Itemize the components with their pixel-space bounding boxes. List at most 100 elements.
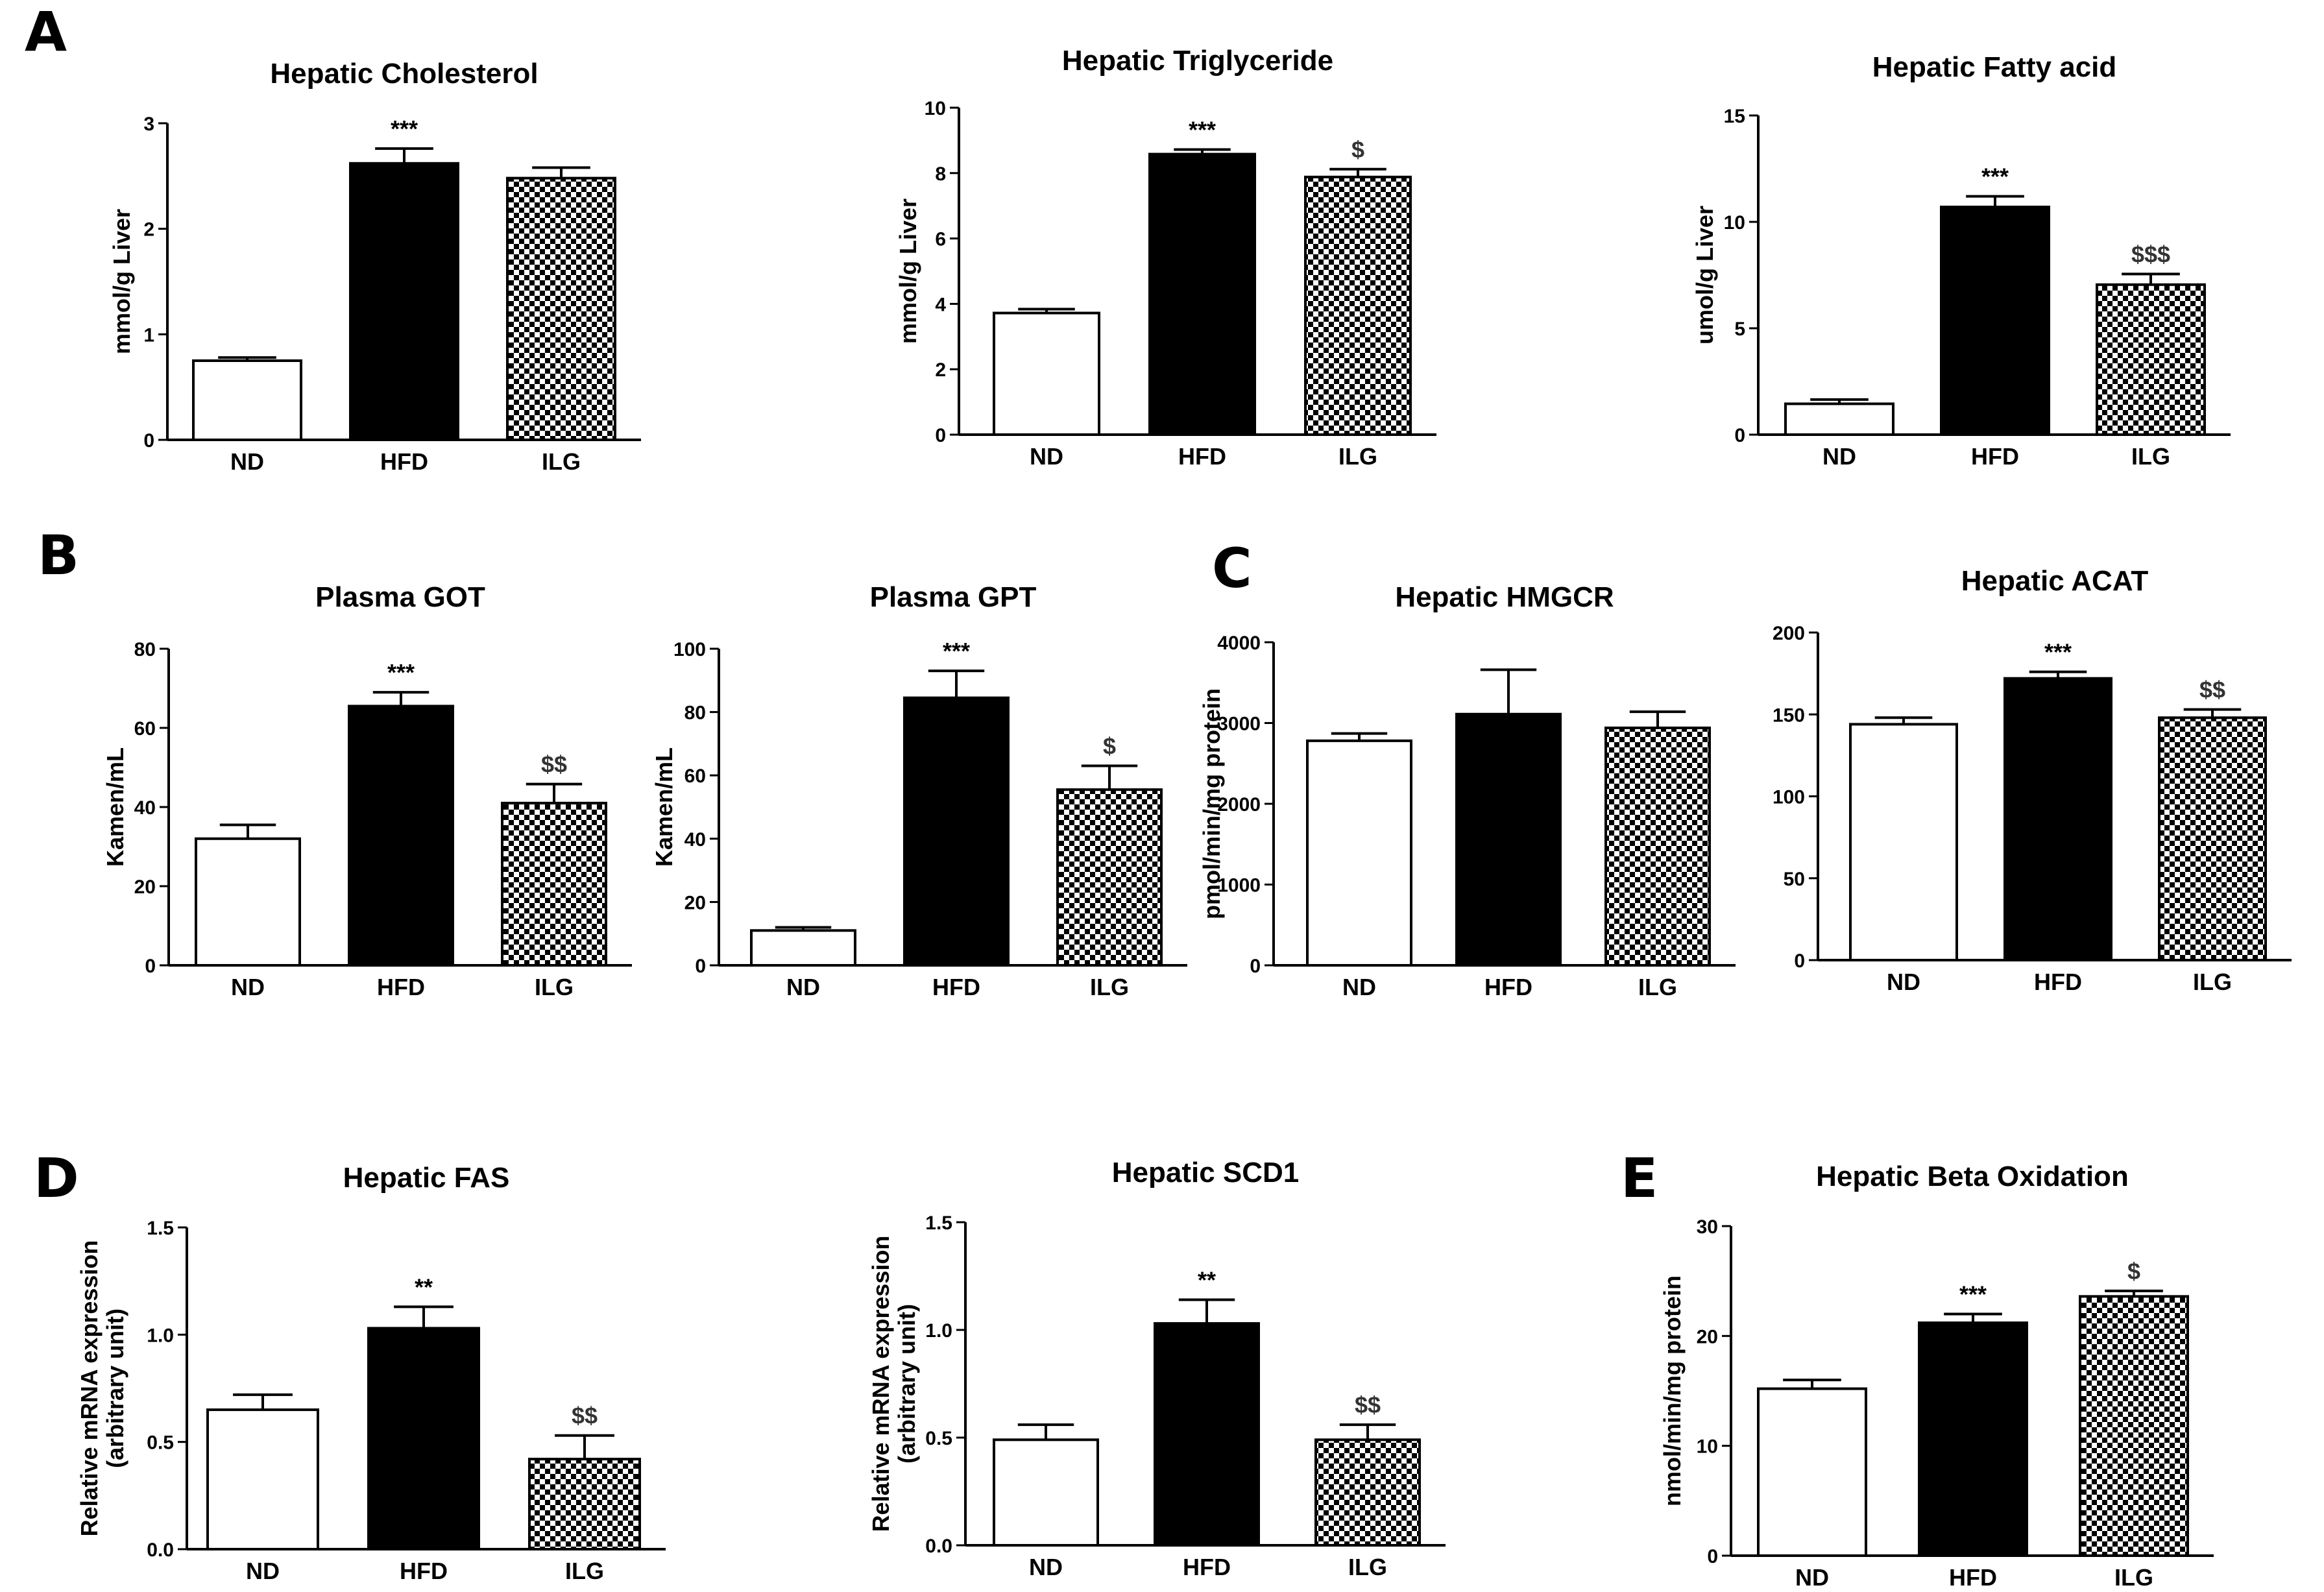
bar-hfd (348, 705, 454, 967)
y-tick-label: 100 (1773, 787, 1805, 808)
category-label-ilg: ILG (1338, 443, 1377, 470)
y-tick-label: 2 (143, 219, 154, 241)
category-label-nd: ND (1795, 1564, 1829, 1591)
y-axis-label: Kamen/mL (651, 747, 677, 867)
category-label-ilg: ILG (1090, 974, 1129, 1000)
y-tick-label: 60 (684, 766, 706, 787)
category-label-nd: ND (1029, 1554, 1063, 1580)
bar-hfd (349, 162, 459, 442)
significance-mark-ilg: $ (2127, 1258, 2140, 1284)
y-tick-label: 2000 (1217, 794, 1261, 815)
y-tick-label: 100 (673, 639, 706, 660)
significance-mark-hfd: ** (415, 1273, 433, 1300)
y-tick-label: 50 (1784, 869, 1805, 890)
y-tick-label: 3000 (1217, 714, 1261, 735)
y-tick-label: 40 (684, 829, 706, 850)
chart-title: Hepatic Fatty acid (1872, 51, 2117, 83)
panel-letter-e: E (1621, 1146, 1658, 1210)
bar-hfd (367, 1327, 480, 1550)
category-label-nd: ND (1030, 443, 1063, 470)
significance-mark-ilg: $$$ (2131, 241, 2170, 267)
bar-hfd (1154, 1322, 1260, 1547)
category-label-hfd: HFD (1178, 443, 1226, 470)
significance-mark-hfd: *** (1189, 117, 1216, 143)
bar-ilg (1056, 788, 1163, 967)
category-label-nd: ND (1822, 443, 1856, 470)
y-axis-label: mmol/g Liver (108, 209, 135, 354)
bar-hfd (903, 696, 1010, 967)
category-label-nd: ND (231, 974, 265, 1000)
y-tick-label: 0 (145, 956, 156, 977)
bar-nd (195, 837, 301, 967)
significance-mark-ilg: $ (1103, 733, 1116, 760)
bar-ilg (501, 801, 607, 967)
y-tick-label: 1.0 (925, 1320, 952, 1342)
y-tick-label: 10 (1697, 1436, 1718, 1458)
chart-title: Hepatic Cholesterol (270, 58, 538, 90)
y-tick-label: 1000 (1217, 875, 1261, 897)
bar-hfd (1455, 712, 1562, 967)
y-tick-label: 1.0 (147, 1325, 174, 1346)
category-label-hfd: HFD (1949, 1564, 1997, 1591)
bar-ilg (2158, 716, 2267, 962)
chart-2: Hepatic Triglyceride 0 2 4 6 8 10 mmol/g Liver N… (895, 45, 1436, 470)
category-label-ilg: ILG (2193, 969, 2232, 995)
category-label-ilg: ILG (1638, 974, 1677, 1000)
y-axis-label-line: Relative mRNA expression (867, 1236, 894, 1532)
y-tick-label: 2 (935, 359, 946, 381)
category-label-nd: ND (1887, 969, 1920, 995)
significance-mark-hfd: ** (1198, 1267, 1216, 1294)
y-tick-label: 200 (1773, 623, 1805, 644)
panel-letter-c: C (1212, 537, 1252, 600)
chart-3: Hepatic Fatty acid 0 5 10 15 umol/g Liver ND HF… (1691, 51, 2231, 470)
panel-letter-b: B (38, 524, 79, 587)
y-axis-label: Kamen/mL (102, 747, 128, 867)
y-tick-label: 0 (143, 430, 154, 452)
category-label-ilg: ILG (2114, 1564, 2153, 1591)
category-label-hfd: HFD (932, 974, 980, 1000)
y-tick-label: 10 (925, 98, 946, 119)
category-label-ilg: ILG (565, 1558, 604, 1584)
bar-nd (192, 359, 302, 441)
chart-6: Hepatic HMGCR 0 1000 2000 3000 4000 pmol/min/m… (1198, 581, 1736, 1000)
category-label-hfd: HFD (380, 448, 428, 475)
y-axis-label: mmol/g Liver (895, 199, 921, 344)
y-tick-label: 1.5 (925, 1212, 952, 1234)
chart-title: Hepatic SCD1 (1112, 1157, 1300, 1188)
y-tick-label: 5 (1734, 319, 1745, 340)
significance-mark-hfd: *** (2044, 639, 2072, 666)
y-tick-label: 60 (134, 718, 156, 740)
bar-ilg (2079, 1295, 2189, 1557)
chart-title: Hepatic HMGCR (1395, 581, 1614, 613)
category-label-ilg: ILG (1348, 1554, 1387, 1580)
y-tick-label: 15 (1724, 106, 1745, 127)
category-label-hfd: HFD (1971, 443, 2019, 470)
y-tick-label: 10 (1724, 212, 1745, 234)
chart-4: Plasma GOT 0 20 40 60 80 Kamen/mL ND HFD *** ILG $$ (102, 581, 632, 1000)
significance-mark-ilg: $$ (572, 1403, 598, 1429)
y-tick-label: 150 (1773, 705, 1805, 726)
y-tick-label: 0 (935, 425, 946, 446)
y-tick-label: 30 (1697, 1216, 1718, 1238)
category-label-nd: ND (1342, 974, 1376, 1000)
bar-nd (1784, 402, 1894, 437)
chart-title: Hepatic Beta Oxidation (1816, 1161, 2129, 1192)
y-axis-label: nmol/min/mg protein (1659, 1275, 1686, 1506)
bar-ilg (2096, 283, 2206, 437)
y-axis-label: umol/g Liver (1691, 206, 1718, 344)
category-label-ilg: ILG (535, 974, 574, 1000)
bar-nd (1306, 739, 1412, 967)
chart-title: Hepatic FAS (343, 1162, 510, 1194)
category-label-nd: ND (246, 1558, 280, 1584)
significance-mark-hfd: *** (391, 115, 418, 142)
chart-title: Plasma GPT (870, 581, 1037, 613)
y-tick-label: 20 (684, 892, 706, 913)
y-tick-label: 8 (935, 163, 946, 185)
panel-letter-a: A (25, 0, 67, 64)
category-label-ilg: ILG (542, 448, 581, 475)
significance-mark-ilg: $$ (1355, 1392, 1381, 1418)
chart-title: Plasma GOT (315, 581, 485, 613)
y-tick-label: 0 (695, 956, 706, 977)
chart-title: Hepatic Triglyceride (1062, 45, 1333, 77)
